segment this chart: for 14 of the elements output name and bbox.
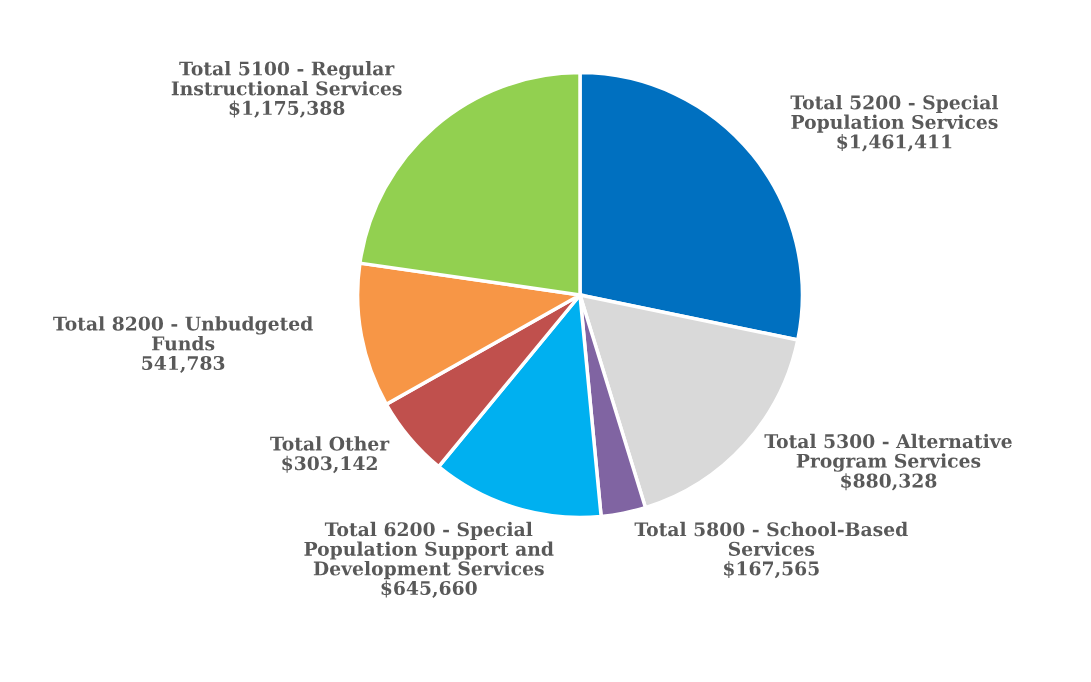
data-label: $167,565 [724, 560, 819, 579]
slice-label: Total 5300 - Alternative Program Services [764, 433, 1012, 472]
data-label: 541,783 [142, 355, 225, 373]
data-label: $880,328 [841, 473, 937, 491]
slice-label: Total 5100 - Regular Instructional Services [171, 61, 402, 96]
slice-label: Total 5800 - School-Based Services [634, 521, 908, 556]
data-label: $1,175,388 [229, 100, 345, 118]
slice-label: Total 6200 - Special Population Support and Development Services [304, 521, 554, 580]
slice-label: Total 8200 - Unbudgeted Funds [53, 316, 313, 351]
data-label: $303,142 [282, 455, 377, 474]
data-label: $645,660 [381, 580, 477, 598]
slice-label: Total Other [270, 436, 390, 451]
data-label: $1,461,411 [837, 134, 952, 152]
slice-label: Total 5200 - Special Population Services [790, 94, 999, 133]
